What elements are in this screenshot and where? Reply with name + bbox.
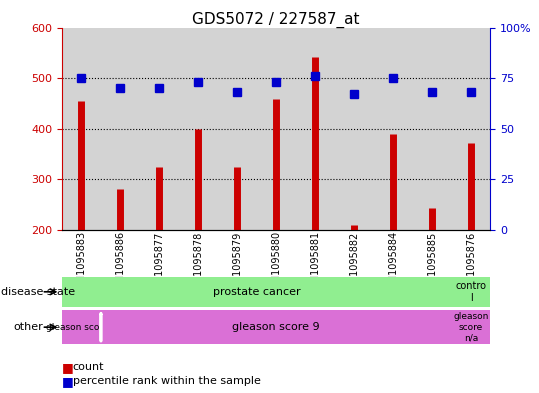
Bar xyxy=(257,28,296,230)
Bar xyxy=(412,28,452,230)
Text: prostate cancer: prostate cancer xyxy=(213,287,301,297)
Bar xyxy=(335,28,374,230)
Bar xyxy=(140,28,179,230)
Text: gleason score 8: gleason score 8 xyxy=(46,323,117,332)
Text: gleason
score
n/a: gleason score n/a xyxy=(453,312,489,342)
Text: contro
l: contro l xyxy=(455,281,487,303)
Bar xyxy=(62,28,101,230)
Text: gleason score 9: gleason score 9 xyxy=(232,322,320,332)
Bar xyxy=(452,28,490,230)
Text: other: other xyxy=(13,322,43,332)
Text: count: count xyxy=(73,362,104,373)
Bar xyxy=(179,28,218,230)
Text: disease state: disease state xyxy=(1,287,75,297)
Text: ■: ■ xyxy=(62,361,74,374)
Bar xyxy=(218,28,257,230)
Bar xyxy=(101,28,140,230)
Text: percentile rank within the sample: percentile rank within the sample xyxy=(73,376,261,386)
Title: GDS5072 / 227587_at: GDS5072 / 227587_at xyxy=(192,11,360,28)
Bar xyxy=(374,28,412,230)
Text: ■: ■ xyxy=(62,375,74,388)
Bar xyxy=(296,28,335,230)
